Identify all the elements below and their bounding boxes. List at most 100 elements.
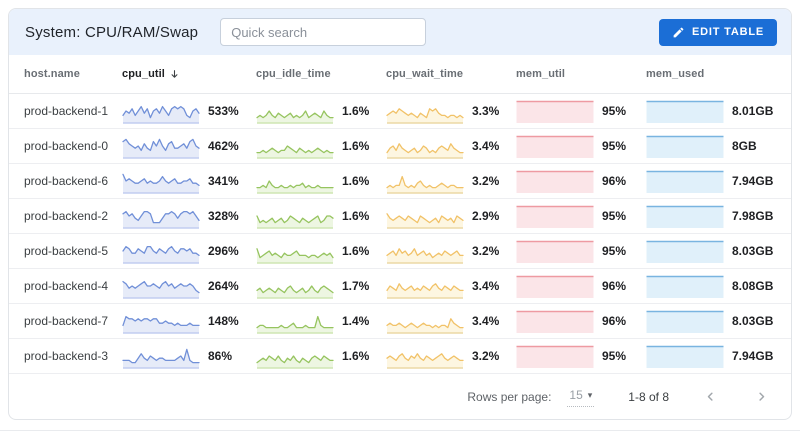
mem-used-cell: 7.94GB [646,343,791,369]
table-row[interactable]: prod-backend-0 462% 1.6% 3.4% 95% 8GB [9,129,791,164]
cpu-idle-value: 1.6% [342,349,370,363]
cpu-wait-value: 3.4% [472,314,500,328]
cpu-wait-value: 3.3% [472,104,500,118]
cpu-util-value: 328% [208,209,239,223]
table-body: prod-backend-1 533% 1.6% 3.3% 95% 8.01GB… [9,94,791,374]
mem-util-sparkline [516,343,594,369]
cpu-util-value: 533% [208,104,239,118]
table-header-row: host.name cpu_util cpu_idle_time cpu_wai… [9,55,791,94]
rows-per-page-label: Rows per page: [467,389,552,404]
table-row[interactable]: prod-backend-4 264% 1.7% 3.4% 96% 8.08GB [9,269,791,304]
column-header-cpu-idle-time[interactable]: cpu_idle_time [256,68,331,80]
cpu-idle-value: 1.6% [342,104,370,118]
cpu-wait-sparkline [386,343,464,369]
cpu-wait-cell: 3.2% [386,238,516,264]
next-page-button[interactable] [751,386,773,408]
mem-util-cell: 96% [516,168,646,194]
column-header-mem-util[interactable]: mem_util [516,68,566,80]
cpu-idle-value: 1.6% [342,209,370,223]
edit-table-label: EDIT TABLE [692,26,764,38]
cpu-wait-sparkline [386,168,464,194]
column-header-cpu-util[interactable]: cpu_util [122,68,256,81]
mem-used-cell: 8.08GB [646,273,791,299]
mem-used-sparkline [646,133,724,159]
cpu-wait-value: 3.2% [472,174,500,188]
host-name: prod-backend-3 [24,349,109,363]
mem-util-value: 95% [602,104,627,118]
cpu-wait-value: 3.4% [472,279,500,293]
quick-search-input[interactable] [220,18,427,46]
cpu-wait-sparkline [386,238,464,264]
mem-util-sparkline [516,203,594,229]
mem-used-sparkline [646,98,724,124]
pagination-range: 1-8 of 8 [628,389,669,404]
cpu-wait-cell: 3.4% [386,273,516,299]
column-header-host-name[interactable]: host.name [24,68,80,80]
mem-used-sparkline [646,238,724,264]
mem-util-sparkline [516,168,594,194]
mem-used-sparkline [646,203,724,229]
cpu-util-sparkline [122,168,200,194]
cpu-idle-cell: 1.6% [256,98,386,124]
mem-util-cell: 95% [516,133,646,159]
cpu-wait-value: 2.9% [472,209,500,223]
cpu-util-sparkline [122,203,200,229]
mem-used-value: 7.98GB [732,209,774,223]
host-name: prod-backend-2 [24,209,109,223]
cpu-wait-sparkline [386,308,464,334]
cpu-util-sparkline [122,308,200,334]
sort-desc-icon [168,68,181,81]
cpu-wait-value: 3.2% [472,244,500,258]
mem-used-cell: 8.03GB [646,238,791,264]
host-name: prod-backend-5 [24,244,109,258]
table-row[interactable]: prod-backend-3 86% 1.6% 3.2% 95% 7.94GB [9,339,791,374]
pencil-icon [672,26,685,39]
mem-util-cell: 96% [516,308,646,334]
mem-util-value: 95% [602,209,627,223]
mem-used-cell: 7.94GB [646,168,791,194]
mem-util-sparkline [516,133,594,159]
rows-per-page-select[interactable]: 15 ▾ [567,386,595,407]
mem-used-cell: 8.01GB [646,98,791,124]
table-row[interactable]: prod-backend-5 296% 1.6% 3.2% 95% 8.03GB [9,234,791,269]
cpu-util-sparkline [122,98,200,124]
cpu-idle-cell: 1.4% [256,308,386,334]
mem-util-value: 95% [602,244,627,258]
cpu-idle-sparkline [256,168,334,194]
cpu-idle-value: 1.4% [342,314,370,328]
cpu-wait-cell: 3.4% [386,133,516,159]
mem-used-cell: 7.98GB [646,203,791,229]
cpu-wait-cell: 3.4% [386,308,516,334]
cpu-wait-sparkline [386,273,464,299]
cpu-idle-sparkline [256,238,334,264]
mem-util-sparkline [516,308,594,334]
mem-util-cell: 95% [516,238,646,264]
page-title: System: CPU/RAM/Swap [25,23,199,41]
cpu-idle-sparkline [256,308,334,334]
mem-util-cell: 95% [516,98,646,124]
mem-used-cell: 8.03GB [646,308,791,334]
column-header-mem-used[interactable]: mem_used [646,68,705,80]
host-name: prod-backend-0 [24,139,109,153]
cpu-idle-cell: 1.6% [256,343,386,369]
table-row[interactable]: prod-backend-7 148% 1.4% 3.4% 96% 8.03GB [9,304,791,339]
cpu-wait-sparkline [386,98,464,124]
cpu-util-cell: 462% [122,133,256,159]
edit-table-button[interactable]: EDIT TABLE [659,18,777,46]
table-row[interactable]: prod-backend-2 328% 1.6% 2.9% 95% 7.98GB [9,199,791,234]
cpu-util-value: 341% [208,174,239,188]
column-header-cpu-wait-time[interactable]: cpu_wait_time [386,68,464,80]
cpu-util-cell: 341% [122,168,256,194]
cpu-util-cell: 533% [122,98,256,124]
cpu-wait-sparkline [386,203,464,229]
mem-used-sparkline [646,308,724,334]
mem-used-value: 8.08GB [732,279,774,293]
mem-util-value: 96% [602,174,627,188]
table-row[interactable]: prod-backend-1 533% 1.6% 3.3% 95% 8.01GB [9,94,791,129]
cpu-idle-value: 1.6% [342,244,370,258]
mem-util-cell: 96% [516,273,646,299]
previous-page-button[interactable] [699,386,721,408]
table-row[interactable]: prod-backend-6 341% 1.6% 3.2% 96% 7.94GB [9,164,791,199]
card-header: System: CPU/RAM/Swap EDIT TABLE [9,9,791,55]
